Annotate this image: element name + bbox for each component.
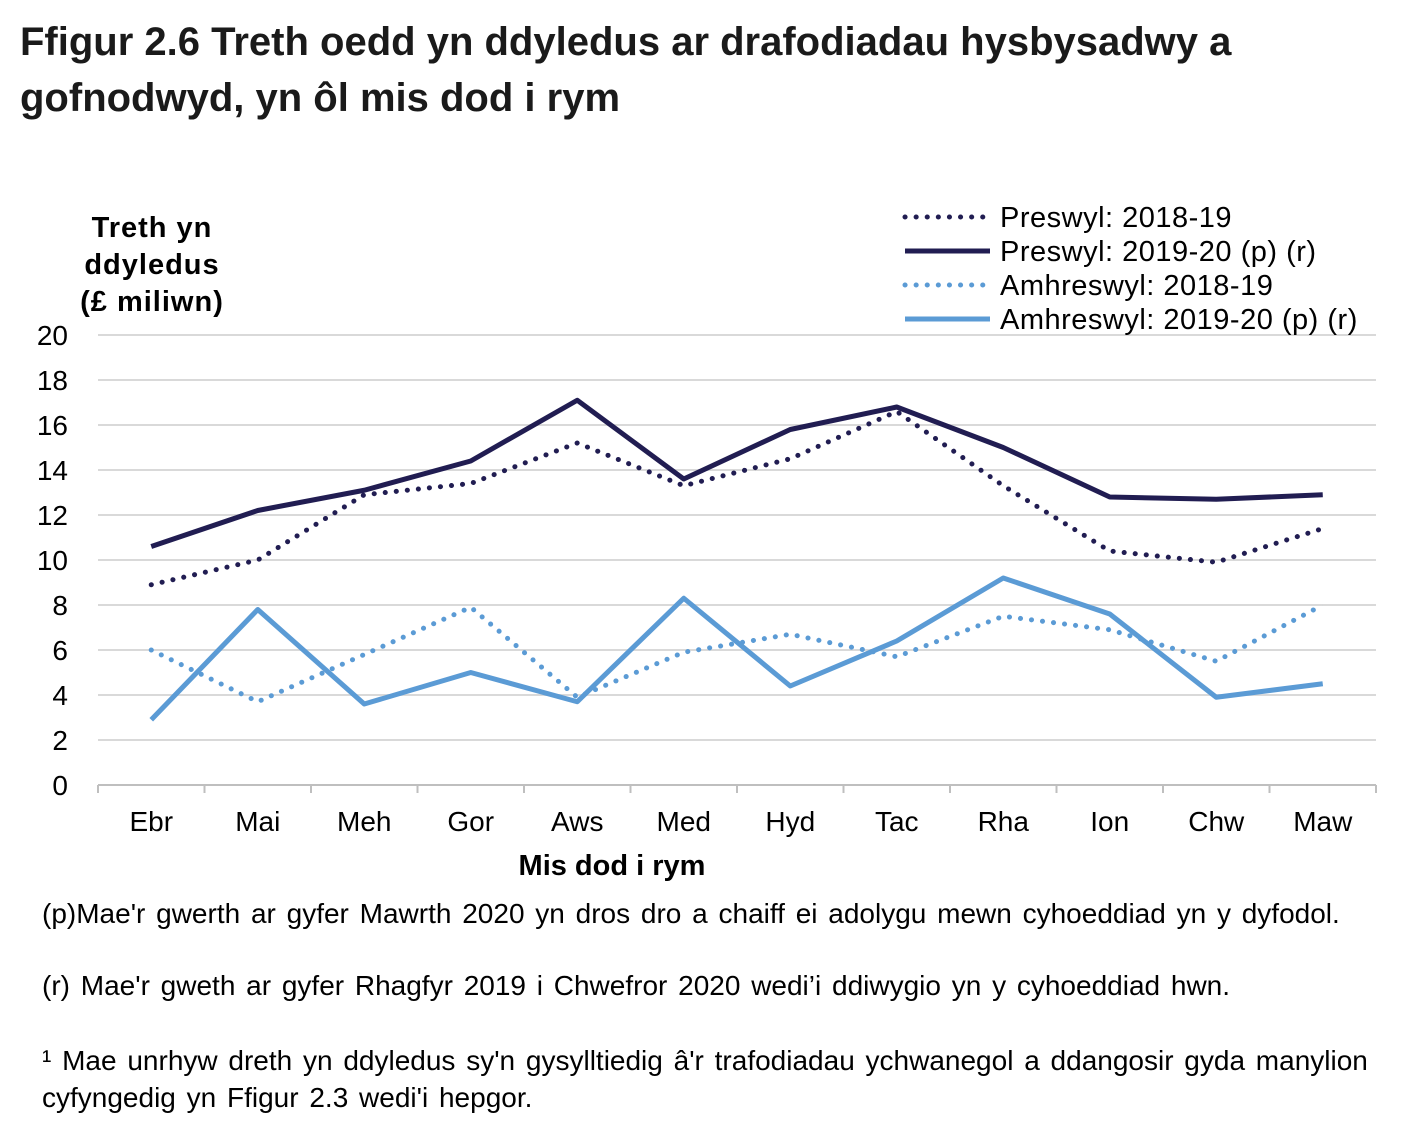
- series-line-3: [149, 575, 1324, 722]
- chart-title: Ffigur 2.6 Treth oedd yn ddyledus ar dra…: [20, 20, 1232, 120]
- footnote-provisional: (p)Mae'r gwerth ar gyfer Mawrth 2020 yn …: [42, 898, 1340, 929]
- x-tick-label: Mai: [235, 806, 280, 837]
- footnote-revised: (r) Mae'r gweth ar gyfer Rhagfyr 2019 i …: [42, 970, 1231, 1001]
- y-tick-label: 20: [37, 320, 68, 351]
- x-tick-label: Med: [657, 806, 711, 837]
- x-tick-label: Hyd: [765, 806, 815, 837]
- series-line-1: [150, 397, 1323, 549]
- x-tick-label: Meh: [337, 806, 391, 837]
- y-axis-title: ddyledus: [84, 249, 219, 281]
- x-tick-label: Maw: [1293, 806, 1353, 837]
- y-tick-label: 6: [52, 635, 68, 666]
- footnote-excluded: ¹ Mae unrhyw dreth yn ddyledus sy'n gysy…: [42, 1045, 1368, 1113]
- legend-label: Amhreswyl: 2018-19: [1000, 270, 1273, 302]
- x-tick-label: Ion: [1090, 806, 1129, 837]
- y-tick-label: 10: [37, 545, 68, 576]
- x-axis-title: Mis dod i rym: [519, 850, 706, 882]
- x-tick-label: Aws: [551, 806, 603, 837]
- x-tick-label: Chw: [1188, 806, 1245, 837]
- y-tick-label: 4: [52, 680, 68, 711]
- x-tick-label: Ebr: [129, 806, 173, 837]
- x-tick-label: Rha: [978, 806, 1030, 837]
- y-axis-title: (£ miliwn): [80, 286, 224, 318]
- legend-label: Amhreswyl: 2019-20 (p) (r): [1000, 304, 1358, 336]
- y-tick-label: 0: [52, 770, 68, 801]
- y-tick-label: 18: [37, 365, 68, 396]
- y-tick-label: 2: [52, 725, 68, 756]
- y-tick-label: 12: [37, 500, 68, 531]
- series-line-2: [148, 602, 1326, 705]
- x-tick-label: Tac: [875, 806, 919, 837]
- y-tick-label: 14: [37, 455, 68, 486]
- legend-label: Preswyl: 2018-19: [1000, 202, 1232, 234]
- legend-label: Preswyl: 2019-20 (p) (r): [1000, 236, 1317, 268]
- x-tick-label: Gor: [447, 806, 494, 837]
- y-axis-title: Treth yn: [92, 212, 213, 244]
- series-line-0: [148, 409, 1326, 588]
- y-tick-label: 16: [37, 410, 68, 441]
- y-tick-label: 8: [52, 590, 68, 621]
